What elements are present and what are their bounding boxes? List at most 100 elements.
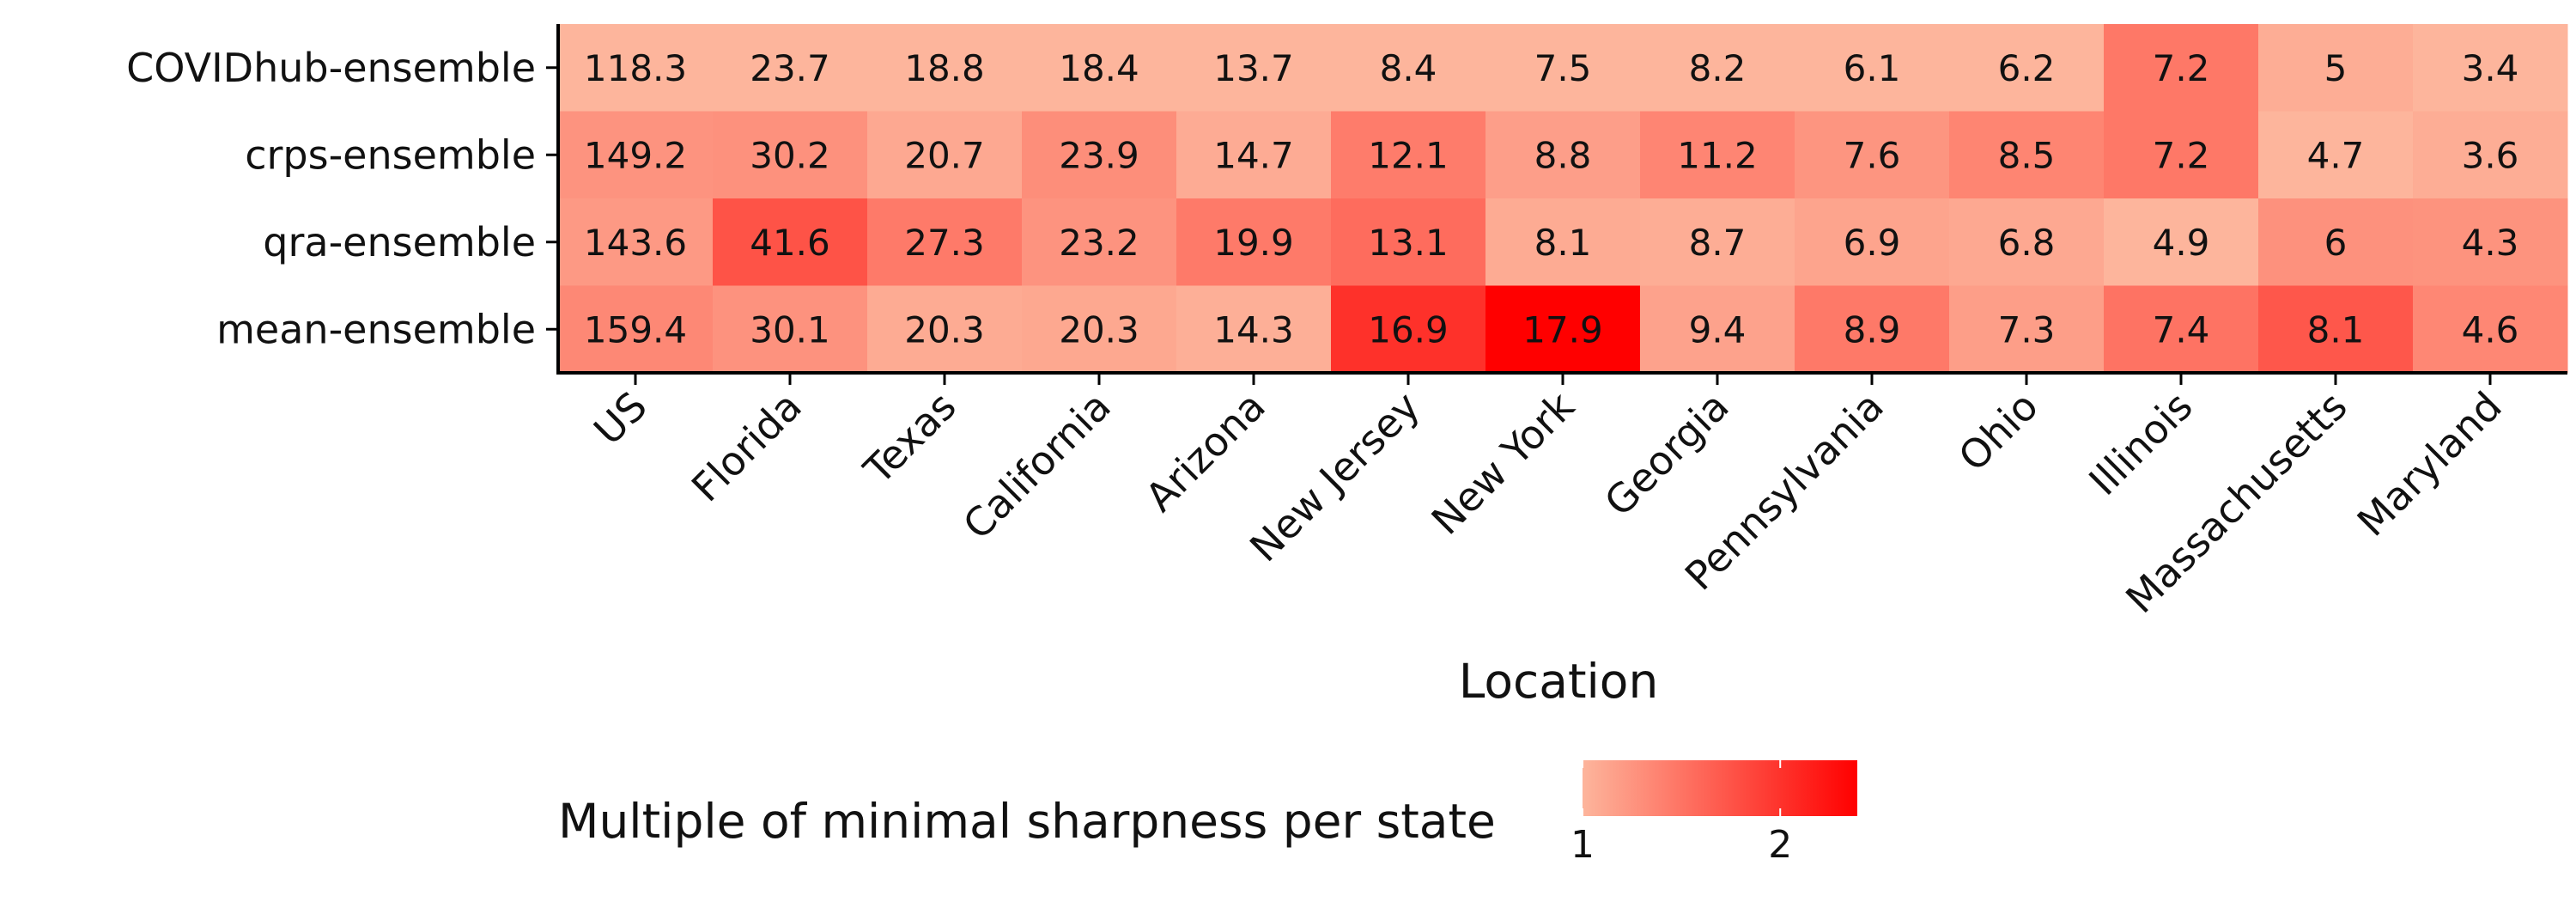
heatmap-cell [1949,198,2105,286]
heatmap-cell-label: 7.3 [1998,308,2056,350]
heatmap-cell [713,285,868,374]
heatmap-cell-label: 8.8 [1534,134,1592,176]
legend-tick-label: 2 [1768,823,1792,867]
heatmap-cell-label: 23.7 [750,47,830,89]
heatmap-cell-label: 3.6 [2462,134,2519,176]
heatmap-cell-label: 30.1 [750,308,830,350]
heatmap-cell [1949,111,2105,199]
heatmap-cell-label: 4.9 [2153,222,2210,264]
heatmap-cell [867,198,1023,286]
heatmap-cell-label: 41.6 [750,222,830,264]
heatmap-cell-label: 18.8 [904,47,985,89]
heatmap-cell-label: 143.6 [584,222,687,264]
heatmap-cell-label: 6.2 [1998,47,2056,89]
heatmap-cell [1795,198,1950,286]
x-tick-label: Illinois [2080,383,2201,504]
heatmap-cell-label: 23.2 [1059,222,1139,264]
heatmap-cell-label: 11.2 [1677,134,1758,176]
heatmap-cell [713,198,868,286]
heatmap-cell [1640,285,1795,374]
heatmap-cell-label: 7.2 [2153,47,2210,89]
heatmap-cell-label: 159.4 [584,308,687,350]
heatmap-cell [1022,111,1177,199]
heatmap-cell-label: 8.7 [1689,222,1747,264]
x-tick-label: Texas [854,383,965,494]
heatmap-cell [1795,285,1950,374]
heatmap-cell [1331,198,1486,286]
heatmap-cell-label: 27.3 [904,222,985,264]
heatmap-cell [558,198,714,286]
heatmap-cell [558,285,714,374]
heatmap-cell [1640,111,1795,199]
heatmap-cell-label: 149.2 [584,134,687,176]
heatmap-cell-label: 8.5 [1998,134,2056,176]
heatmap-cell-label: 9.4 [1689,308,1747,350]
heatmap-cell [867,111,1023,199]
heatmap-cell [1485,198,1641,286]
heatmap-cell [867,24,1023,112]
heatmap-cell [2104,198,2259,286]
heatmap-cell-label: 7.4 [2153,308,2210,350]
heatmap-cell-label: 19.9 [1213,222,1294,264]
heatmap-cell [2413,24,2568,112]
heatmap-cell-label: 6.9 [1844,222,1901,264]
heatmap-cell-label: 4.6 [2462,308,2519,350]
heatmap-cell-label: 3.4 [2462,47,2519,89]
heatmap-cell-label: 6 [2324,222,2348,264]
heatmap-cell [1022,24,1177,112]
x-tick-label: Maryland [2348,383,2511,545]
heatmap-cell [1795,24,1950,112]
y-tick-label: mean-ensemble [216,306,536,352]
x-axis-title: Location [1459,654,1659,709]
heatmap-cell-label: 8.2 [1689,47,1747,89]
heatmap-cell [713,111,868,199]
heatmap-cell [1331,24,1486,112]
heatmap-cell [1176,24,1332,112]
heatmap-cell-label: 14.3 [1213,308,1294,350]
y-tick-label: qra-ensemble [263,219,536,265]
y-tick-label: COVIDhub-ensemble [126,45,536,91]
heatmap-cell-label: 8.1 [2307,308,2365,350]
heatmap-cell [1485,111,1641,199]
heatmap-cell-label: 23.9 [1059,134,1139,176]
legend-title: Multiple of minimal sharpness per state [558,794,1496,849]
heatmap-cell [2413,111,2568,199]
heatmap-cell [558,111,714,199]
x-tick-label: New York [1423,382,1583,543]
heatmap-cell-label: 18.4 [1059,47,1139,89]
heatmap-cell [558,24,714,112]
heatmap-cell-label: 5 [2324,47,2348,89]
y-tick-labels: COVIDhub-ensemble crps-ensemble qra-ensemb… [126,45,558,352]
heatmap-cell [1949,24,2105,112]
heatmap-cell [1176,198,1332,286]
heatmap-cell [1640,24,1795,112]
heatmap-cell [713,24,868,112]
x-tick-label: Arizona [1136,383,1273,521]
heatmap-cell-label: 7.5 [1534,47,1592,89]
heatmap-cell-label: 7.6 [1844,134,1901,176]
heatmap-cell-label: 8.4 [1380,47,1437,89]
heatmap-cell [1022,285,1177,374]
heatmap-cell [2258,111,2414,199]
heatmap-cell [1176,285,1332,374]
legend-colorbar [1583,760,1857,816]
heatmap-cell [2258,285,2414,374]
heatmap-cell [1331,285,1486,374]
heatmap-cell [1485,24,1641,112]
heatmap-cell [2104,285,2259,374]
heatmap-cells [558,24,2568,374]
heatmap-cell-label: 6.8 [1998,222,2056,264]
heatmap-cell [1640,198,1795,286]
heatmap-cell-label: 12.1 [1368,134,1449,176]
heatmap-cell-label: 30.2 [750,134,830,176]
heatmap-cell-label: 6.1 [1844,47,1901,89]
heatmap-cell [2413,198,2568,286]
heatmap-cell [1176,111,1332,199]
heatmap-cell [2258,198,2414,286]
heatmap-cell-label: 118.3 [584,47,687,89]
x-tick-label: US [585,383,656,454]
heatmap-cell [1949,285,2105,374]
